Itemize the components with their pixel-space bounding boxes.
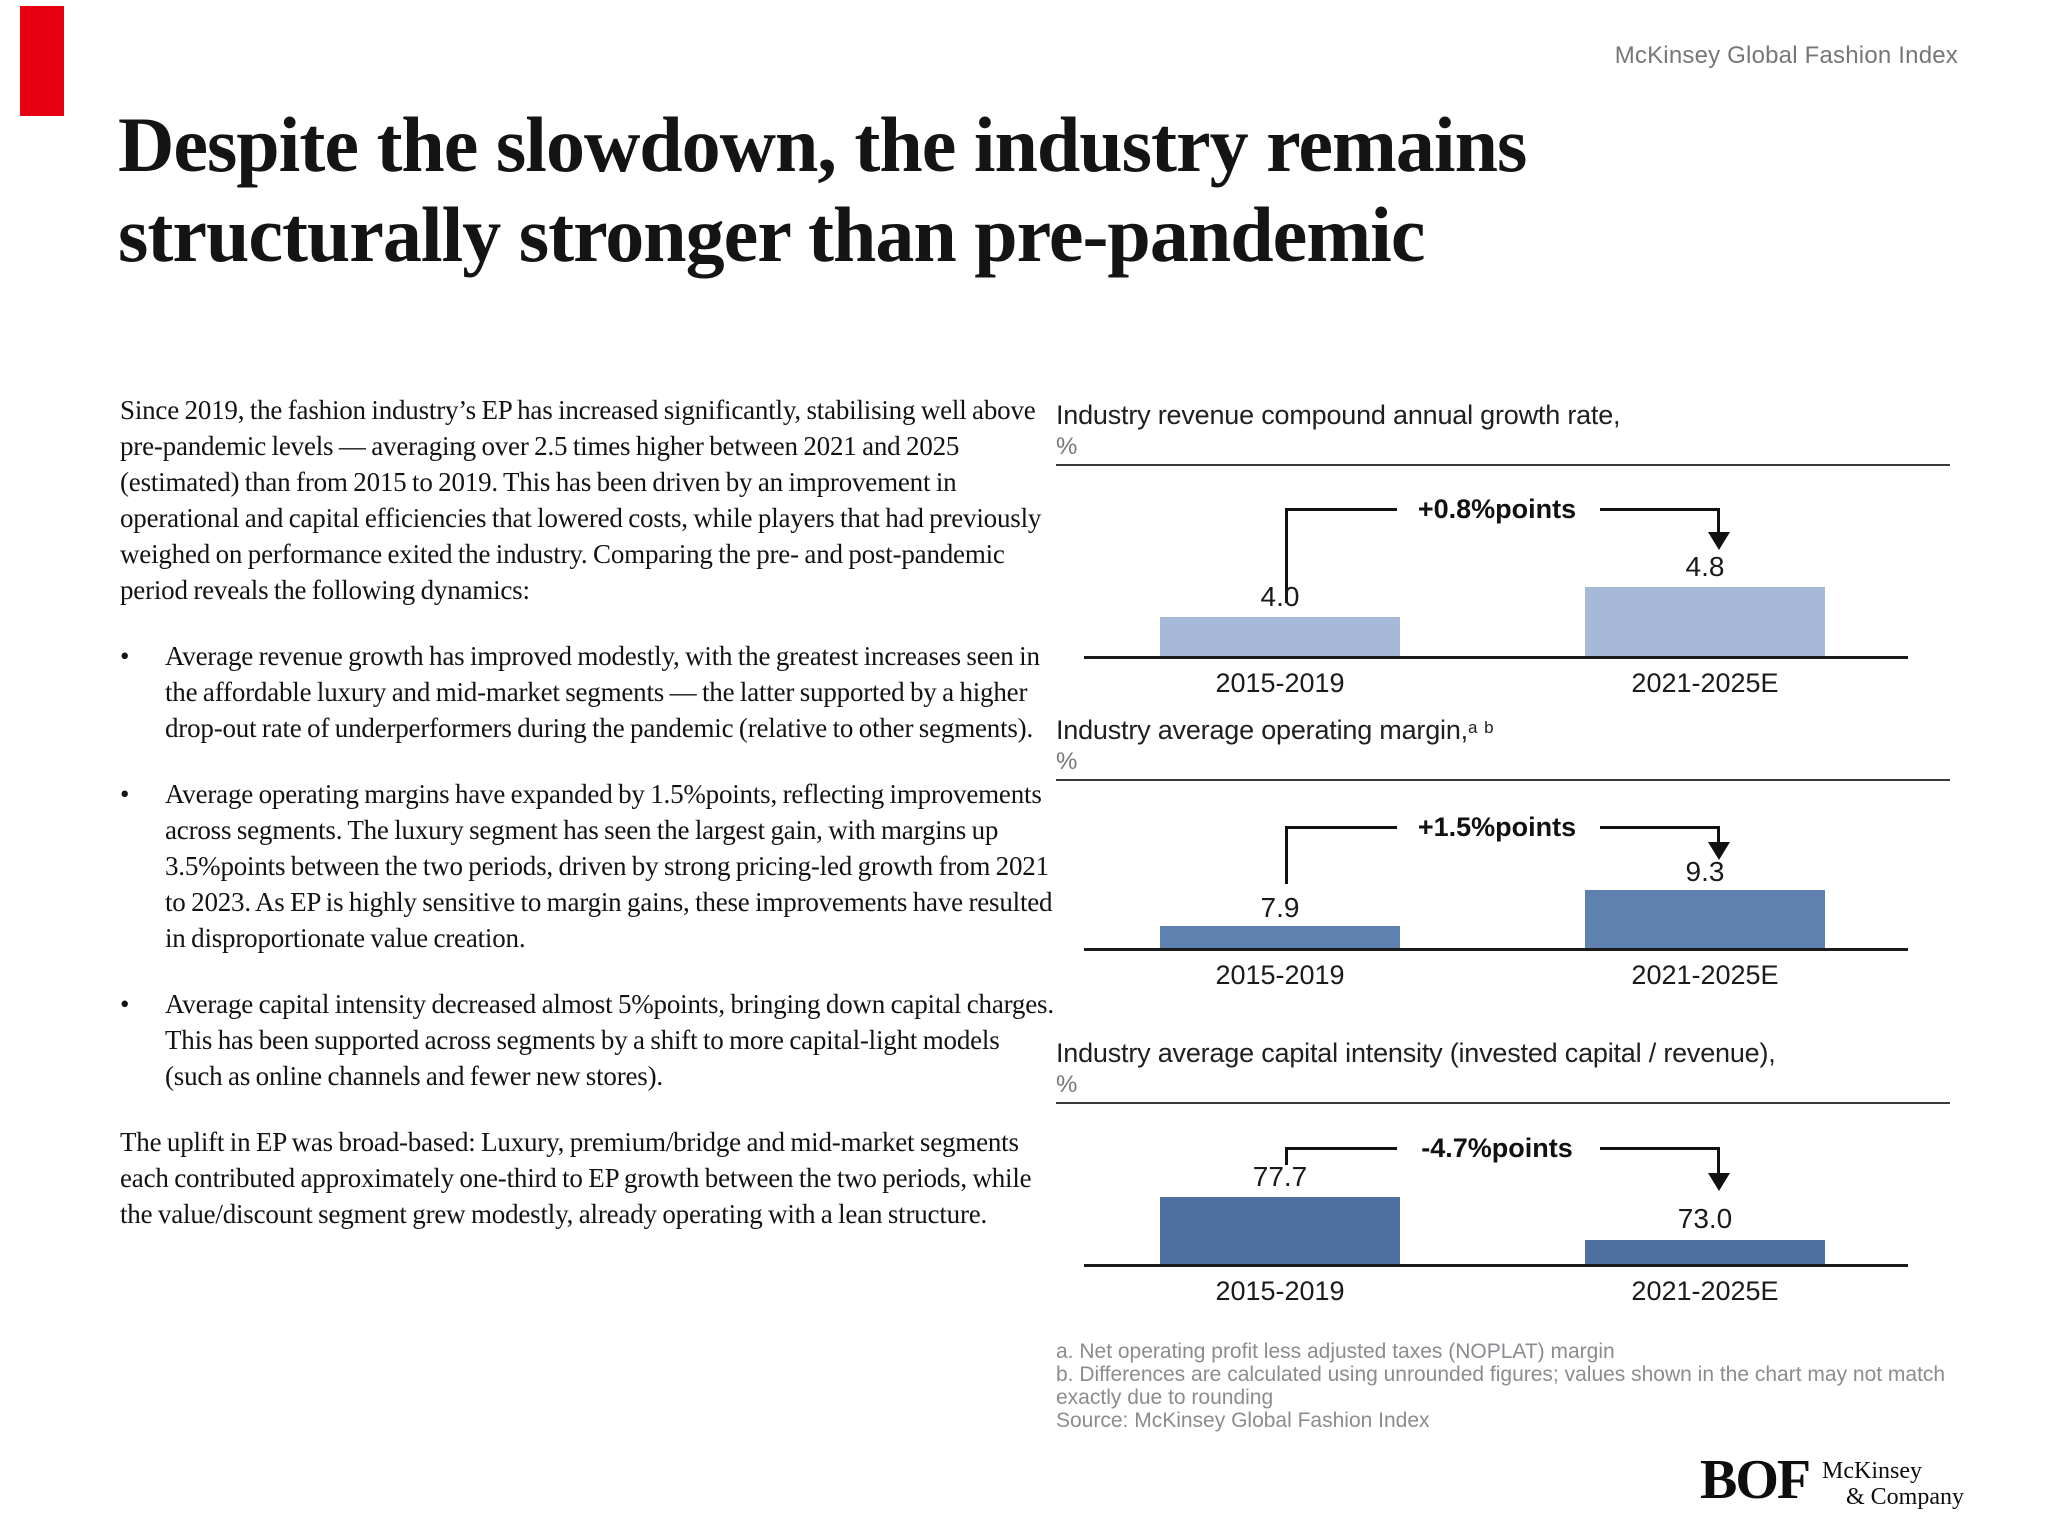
bullet-icon: • — [120, 779, 130, 809]
red-corner-tab — [20, 6, 64, 116]
mckinsey-logo: McKinsey & Company — [1822, 1458, 1964, 1510]
list-item: • Average capital intensity decreased al… — [120, 986, 1055, 1094]
bar-value-label: 77.7 — [1252, 1161, 1308, 1192]
mckinsey-logo-line1: McKinsey — [1822, 1458, 1922, 1484]
chart-top-rule — [1056, 1102, 1950, 1104]
x-axis-line — [1084, 656, 1908, 659]
page-title: Despite the slowdown, the industry remai… — [118, 100, 1527, 280]
bar-2015-2019 — [1160, 1197, 1400, 1264]
delta-annotation: -4.7%points — [1421, 1133, 1573, 1163]
bracket-line — [1600, 1147, 1720, 1150]
source-line: Source: McKinsey Global Fashion Index — [1056, 1409, 1430, 1432]
charts-column: Industry revenue compound annual growth … — [1056, 0, 1950, 1536]
bullet-icon: • — [120, 989, 130, 1019]
bracket-left-line — [1285, 508, 1288, 603]
report-name-header: McKinsey Global Fashion Index — [1614, 42, 1958, 69]
list-item: • Average operating margins have expande… — [120, 776, 1055, 956]
bof-logo: BOF — [1700, 1449, 1811, 1511]
bullet-text: Average operating margins have expanded … — [165, 779, 1053, 953]
bracket-left-line — [1285, 826, 1288, 884]
footnote-a: a. Net operating profit less adjusted ta… — [1056, 1340, 1615, 1363]
arrow-shaft — [1717, 826, 1720, 844]
chart-title: Industry average capital intensity (inve… — [1056, 1038, 1776, 1068]
bar-value-label: 4.0 — [1260, 581, 1300, 612]
x-tick-label: 2015-2019 — [1215, 1276, 1345, 1306]
bracket-line — [1600, 508, 1720, 511]
delta-annotation: +0.8%points — [1417, 494, 1577, 524]
footnotes-block: a. Net operating profit less adjusted ta… — [1056, 1340, 1945, 1432]
x-tick-label: 2015-2019 — [1215, 960, 1345, 990]
arrow-down-icon — [1708, 1173, 1730, 1191]
chart-capital-intensity: Industry average capital intensity (inve… — [1056, 1038, 1950, 1340]
arrow-down-icon — [1708, 532, 1730, 550]
arrow-down-icon — [1708, 842, 1730, 860]
intro-paragraph: Since 2019, the fashion industry’s EP ha… — [120, 395, 1042, 605]
bar-value-label: 9.3 — [1685, 856, 1725, 887]
arrow-shaft — [1717, 1147, 1720, 1175]
x-tick-label: 2021-2025E — [1631, 1276, 1779, 1306]
bracket-left-line — [1285, 1147, 1288, 1165]
page-title-line1: Despite the slowdown, the industry remai… — [118, 101, 1527, 188]
bar-2021-2025e — [1585, 587, 1825, 656]
mckinsey-logo-line2: & Company — [1846, 1484, 1964, 1510]
x-tick-label: 2015-2019 — [1215, 668, 1345, 698]
outro-paragraph: The uplift in EP was broad-based: Luxury… — [120, 1127, 1032, 1229]
chart-top-rule — [1056, 779, 1950, 781]
bullet-list: • Average revenue growth has improved mo… — [120, 638, 1055, 1094]
bar-2021-2025e — [1585, 890, 1825, 948]
footnote-marker: a b — [1467, 718, 1495, 737]
arrow-shaft — [1717, 508, 1720, 534]
chart-title: Industry revenue compound annual growth … — [1056, 400, 1621, 430]
list-item: • Average revenue growth has improved mo… — [120, 638, 1055, 746]
chart-unit-label: % — [1056, 1071, 1078, 1098]
page-title-line2: structurally stronger than pre-pandemic — [118, 191, 1425, 278]
delta-annotation: +1.5%points — [1417, 812, 1577, 842]
bar-value-label: 73.0 — [1677, 1203, 1733, 1234]
body-text-column: Since 2019, the fashion industry’s EP ha… — [120, 392, 1055, 1232]
bullet-icon: • — [120, 641, 130, 671]
chart-unit-label: % — [1056, 748, 1078, 775]
chart-revenue-cagr: Industry revenue compound annual growth … — [1056, 400, 1950, 715]
x-tick-label: 2021-2025E — [1631, 960, 1779, 990]
chart-top-rule — [1056, 464, 1950, 466]
bullet-text: Average capital intensity decreased almo… — [165, 989, 1054, 1091]
bar-2021-2025e — [1585, 1240, 1825, 1264]
bracket-line — [1285, 1147, 1397, 1150]
x-tick-label: 2021-2025E — [1631, 668, 1779, 698]
bullet-text: Average revenue growth has improved mode… — [165, 641, 1040, 743]
x-axis-line — [1084, 1264, 1908, 1267]
bracket-line — [1285, 826, 1397, 829]
bar-2015-2019 — [1160, 926, 1400, 948]
x-axis-line — [1084, 948, 1908, 951]
bracket-line — [1285, 508, 1397, 511]
chart-title: Industry average operating margin,a b — [1056, 715, 1495, 745]
bar-value-label: 4.8 — [1685, 551, 1725, 582]
bar-2015-2019 — [1160, 617, 1400, 656]
chart-operating-margin: Industry average operating margin,a b % … — [1056, 715, 1950, 1038]
bar-value-label: 7.9 — [1260, 892, 1300, 923]
footnote-b-cont: exactly due to rounding — [1056, 1386, 1274, 1409]
chart-unit-label: % — [1056, 433, 1078, 460]
bracket-line — [1600, 826, 1720, 829]
footnote-b: b. Differences are calculated using unro… — [1056, 1363, 1946, 1386]
